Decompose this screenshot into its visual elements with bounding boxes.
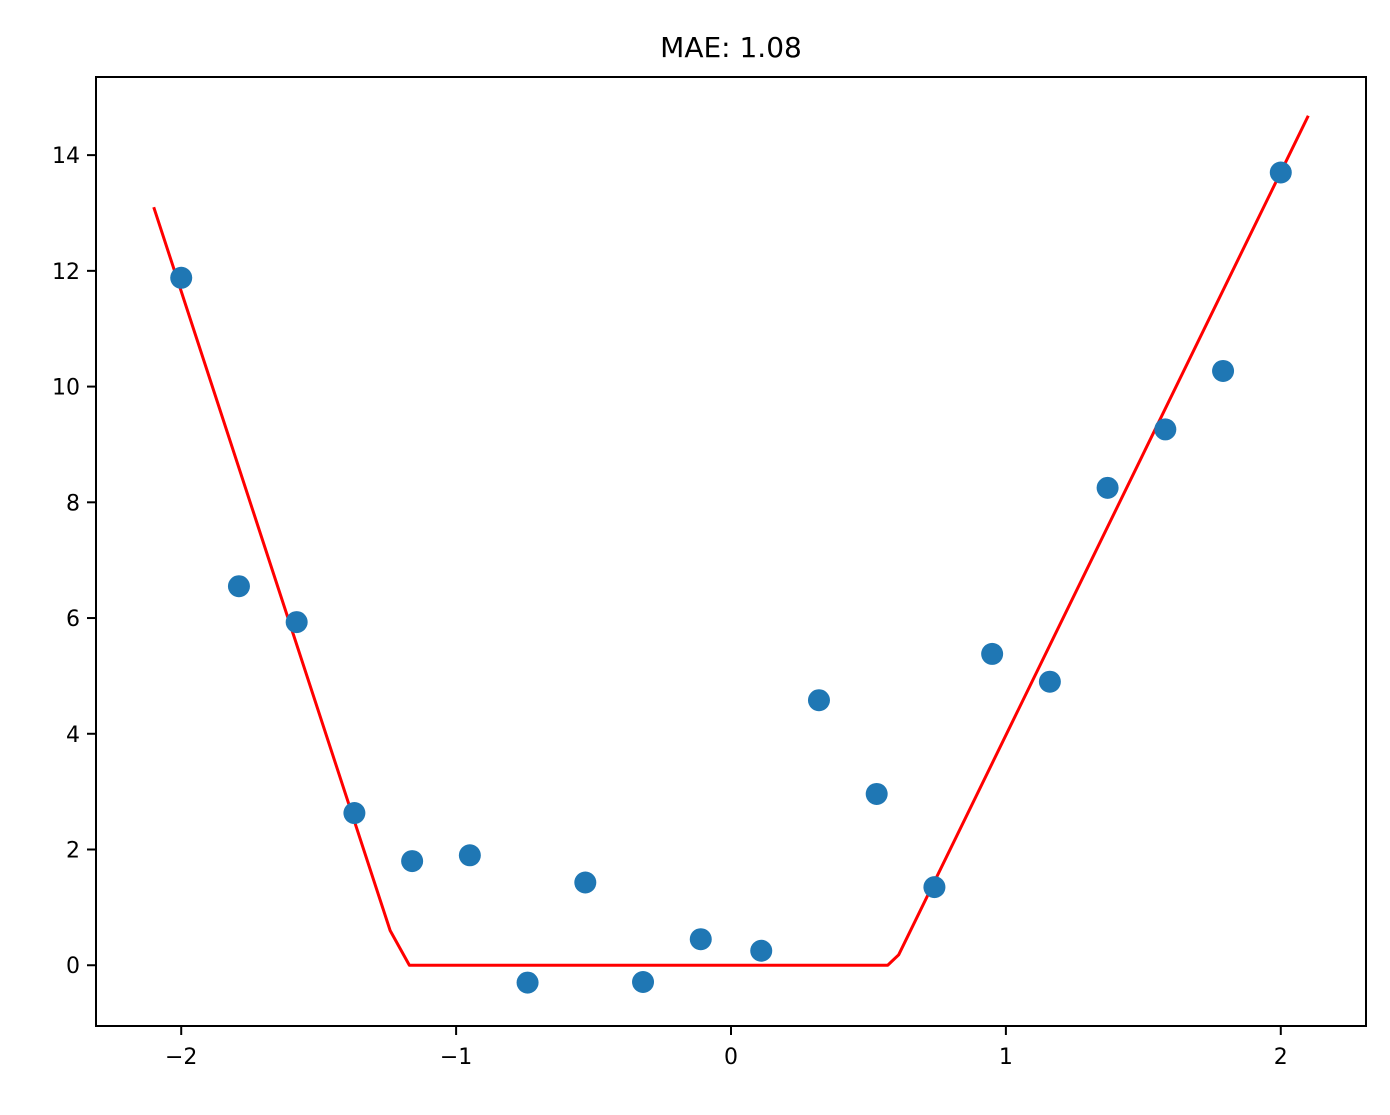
data-point — [227, 575, 250, 598]
x-tick-label: −1 — [440, 1045, 472, 1070]
data-point — [458, 844, 481, 867]
y-tick-label: 6 — [66, 607, 80, 632]
data-point — [343, 802, 366, 825]
y-tick-label: 0 — [66, 954, 80, 979]
data-point — [516, 971, 539, 994]
data-point — [750, 939, 773, 962]
chart-title: MAE: 1.08 — [660, 31, 802, 64]
y-tick-label: 14 — [52, 144, 80, 169]
y-tick-label: 2 — [66, 839, 80, 864]
data-point — [981, 642, 1004, 665]
x-tick-label: 2 — [1274, 1045, 1288, 1070]
data-point — [689, 928, 712, 951]
data-point — [1269, 161, 1292, 184]
data-point — [285, 611, 308, 634]
plot-frame — [95, 76, 1367, 1027]
data-point — [1038, 670, 1061, 693]
y-tick-label: 10 — [52, 376, 80, 401]
x-tick-label: −2 — [165, 1045, 197, 1070]
data-point — [865, 782, 888, 805]
x-tick-label: 0 — [724, 1045, 738, 1070]
x-tick-label: 1 — [999, 1045, 1013, 1070]
y-tick-label: 4 — [66, 723, 80, 748]
data-point — [807, 689, 830, 712]
data-point — [1154, 418, 1177, 441]
data-point — [923, 876, 946, 899]
y-tick-label: 12 — [52, 260, 80, 285]
data-point — [1212, 359, 1235, 382]
data-point — [632, 971, 655, 994]
fit-line — [152, 115, 1310, 967]
data-point — [1096, 476, 1119, 499]
data-point — [574, 871, 597, 894]
data-point — [170, 266, 193, 289]
data-point — [401, 850, 424, 873]
y-tick-label: 8 — [66, 491, 80, 516]
